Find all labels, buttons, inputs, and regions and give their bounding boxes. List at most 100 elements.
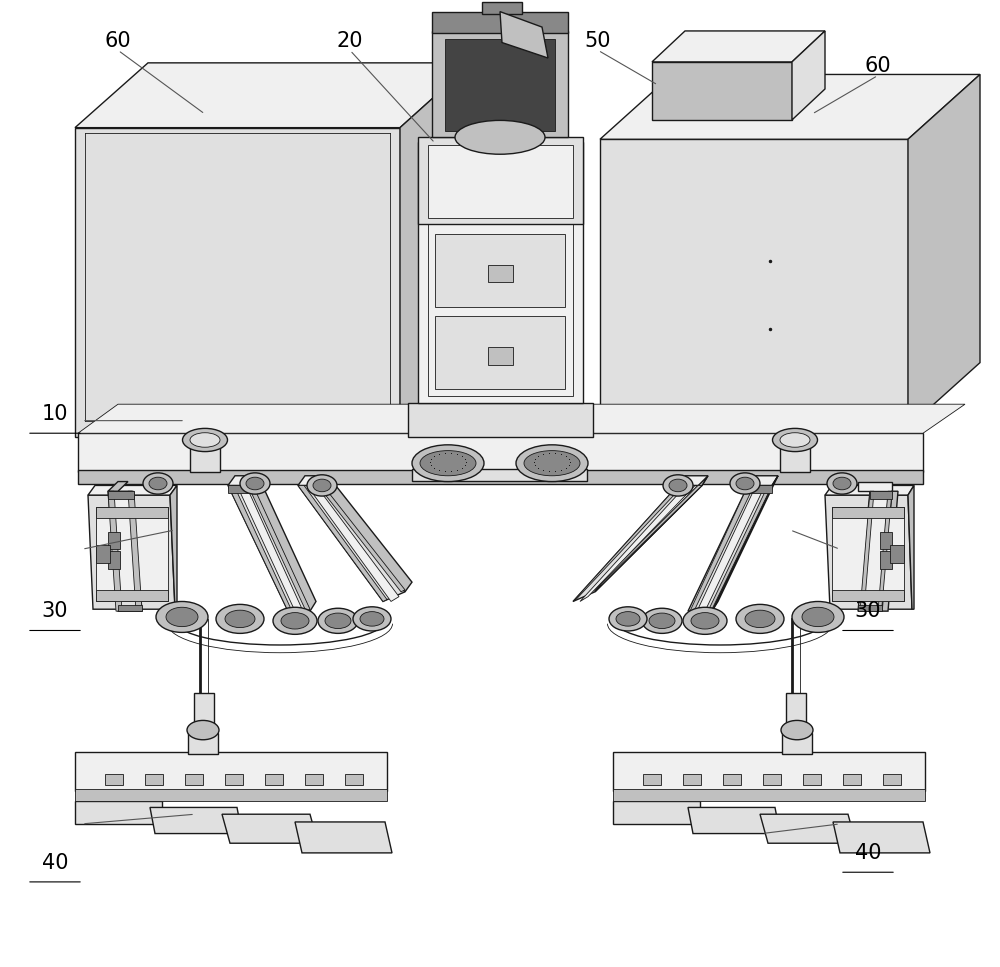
Polygon shape: [860, 491, 874, 611]
Bar: [265, 774, 283, 785]
Bar: [780, 445, 810, 472]
Bar: [683, 774, 701, 785]
Bar: [832, 507, 904, 518]
Polygon shape: [128, 491, 142, 611]
Ellipse shape: [273, 607, 317, 634]
Ellipse shape: [240, 473, 270, 494]
Polygon shape: [112, 495, 138, 600]
Ellipse shape: [360, 612, 384, 627]
Polygon shape: [78, 404, 965, 433]
Ellipse shape: [190, 432, 220, 447]
Ellipse shape: [143, 473, 173, 494]
Polygon shape: [228, 485, 252, 493]
Bar: [75, 128, 400, 437]
Bar: [763, 774, 781, 785]
Bar: [185, 774, 203, 785]
Polygon shape: [322, 476, 412, 592]
Bar: [194, 693, 214, 756]
Text: 50: 50: [585, 31, 611, 50]
Ellipse shape: [156, 601, 208, 632]
Ellipse shape: [455, 121, 545, 155]
Bar: [880, 532, 892, 549]
Ellipse shape: [736, 604, 784, 633]
Polygon shape: [595, 476, 708, 592]
Bar: [105, 774, 123, 785]
Ellipse shape: [187, 720, 219, 740]
Polygon shape: [760, 814, 856, 843]
Bar: [843, 774, 861, 785]
Bar: [78, 470, 923, 484]
Text: 40: 40: [855, 843, 881, 863]
Polygon shape: [858, 605, 882, 611]
Polygon shape: [237, 485, 303, 611]
Polygon shape: [228, 476, 258, 485]
Polygon shape: [690, 485, 754, 611]
Polygon shape: [228, 485, 310, 611]
Ellipse shape: [609, 607, 647, 631]
Polygon shape: [150, 807, 242, 834]
Polygon shape: [748, 476, 778, 485]
Polygon shape: [580, 485, 695, 601]
Bar: [96, 507, 168, 518]
Polygon shape: [75, 801, 162, 824]
Ellipse shape: [246, 478, 264, 490]
Bar: [188, 733, 218, 754]
Ellipse shape: [649, 613, 675, 629]
Bar: [75, 752, 387, 791]
Ellipse shape: [663, 475, 693, 496]
Bar: [652, 62, 792, 120]
Polygon shape: [600, 74, 980, 139]
Bar: [418, 137, 583, 224]
Polygon shape: [108, 482, 128, 491]
Polygon shape: [88, 495, 175, 609]
Ellipse shape: [772, 428, 818, 452]
Polygon shape: [573, 485, 683, 601]
Text: 60: 60: [865, 56, 891, 75]
Bar: [75, 789, 387, 801]
Ellipse shape: [781, 720, 813, 740]
Bar: [345, 774, 363, 785]
Text: 20: 20: [337, 31, 363, 50]
Polygon shape: [908, 74, 980, 427]
Text: 30: 30: [42, 601, 68, 621]
Polygon shape: [252, 476, 316, 611]
Bar: [488, 347, 513, 365]
Bar: [600, 139, 908, 427]
Text: 10: 10: [42, 404, 68, 424]
Polygon shape: [688, 807, 780, 834]
Polygon shape: [613, 801, 700, 824]
Polygon shape: [697, 485, 765, 611]
Ellipse shape: [642, 608, 682, 633]
Bar: [435, 316, 565, 389]
Polygon shape: [118, 605, 142, 611]
Bar: [96, 507, 168, 601]
Bar: [482, 2, 522, 14]
Ellipse shape: [736, 478, 754, 490]
Ellipse shape: [691, 613, 719, 630]
Polygon shape: [882, 491, 898, 611]
Bar: [488, 265, 513, 282]
Bar: [786, 693, 806, 756]
Polygon shape: [108, 491, 142, 611]
Bar: [832, 507, 904, 601]
Bar: [432, 12, 568, 33]
Polygon shape: [298, 476, 328, 485]
Bar: [883, 774, 901, 785]
Bar: [613, 789, 925, 801]
Polygon shape: [573, 485, 702, 601]
Ellipse shape: [524, 451, 580, 476]
Polygon shape: [108, 491, 122, 611]
Bar: [782, 733, 812, 754]
Text: 60: 60: [105, 31, 131, 50]
Polygon shape: [500, 12, 548, 58]
Ellipse shape: [780, 432, 810, 447]
Bar: [435, 234, 565, 307]
Polygon shape: [88, 485, 177, 495]
Bar: [108, 551, 120, 569]
Polygon shape: [652, 31, 825, 62]
Polygon shape: [222, 814, 318, 843]
Bar: [96, 590, 168, 601]
Ellipse shape: [412, 445, 484, 482]
Polygon shape: [591, 485, 702, 592]
Polygon shape: [825, 495, 912, 609]
